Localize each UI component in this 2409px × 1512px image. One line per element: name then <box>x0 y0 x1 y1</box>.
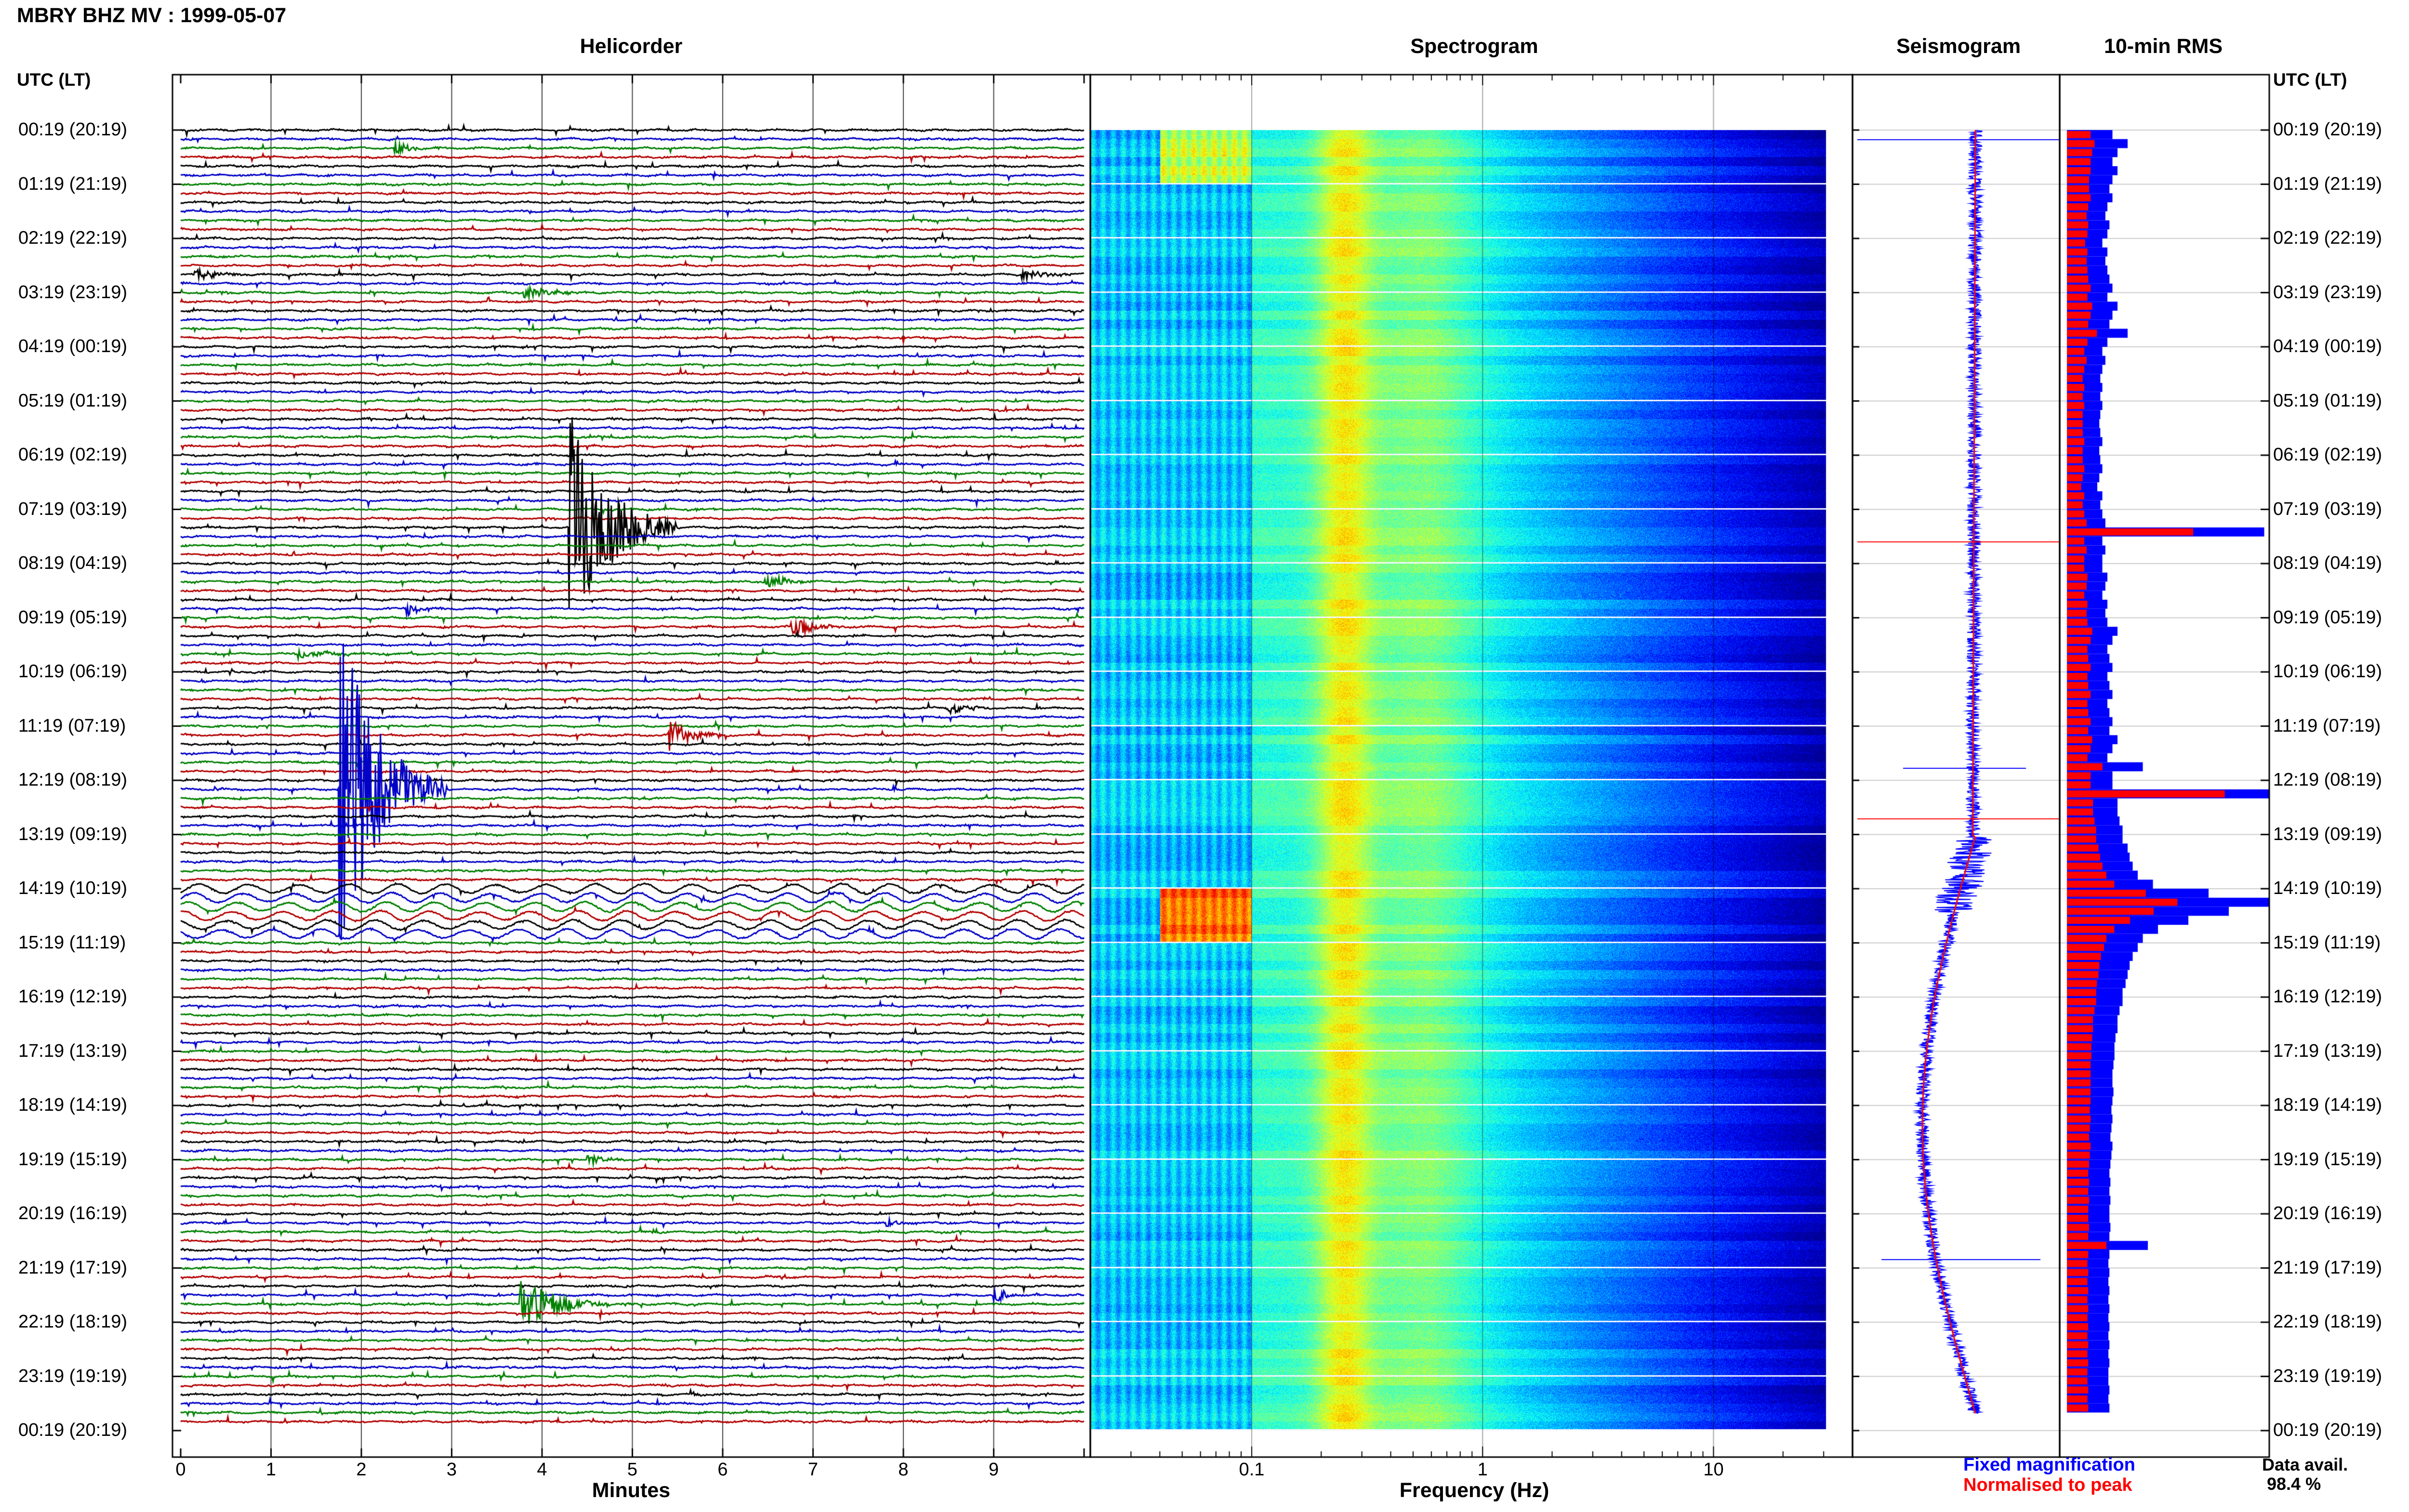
time-label-left: 20:19 (16:19) <box>18 1203 128 1223</box>
time-label-left: 05:19 (01:19) <box>18 390 128 411</box>
time-label-left: 06:19 (02:19) <box>18 445 128 465</box>
panel-title-helicorder: Helicorder <box>580 35 683 58</box>
time-label-left: 19:19 (15:19) <box>18 1149 128 1170</box>
time-label-left: 10:19 (06:19) <box>18 661 128 682</box>
time-label-left: 14:19 (10:19) <box>18 878 128 898</box>
time-label-right: 16:19 (12:19) <box>2273 986 2383 1007</box>
time-label-left: 00:19 (20:19) <box>18 119 128 140</box>
time-label-right: 00:19 (20:19) <box>2273 119 2383 140</box>
time-label-right: 17:19 (13:19) <box>2273 1040 2383 1061</box>
time-label-right: 18:19 (14:19) <box>2273 1095 2383 1115</box>
time-label-right: 01:19 (21:19) <box>2273 173 2383 194</box>
helicorder-tick-label: 8 <box>898 1459 909 1480</box>
helicorder-tick-label: 4 <box>537 1459 547 1480</box>
time-label-left: 21:19 (17:19) <box>18 1257 128 1278</box>
chart-title: MBRY BHZ MV : 1999-05-07 <box>17 4 287 27</box>
time-label-right: 22:19 (18:19) <box>2273 1312 2383 1332</box>
spectrogram-tick-label: 10 <box>1703 1459 1724 1480</box>
legend-fixed-magnification: Fixed magnification <box>1963 1455 2135 1475</box>
legend-normalised-to-peak: Normalised to peak <box>1963 1475 2132 1495</box>
time-label-right: 03:19 (23:19) <box>2273 282 2383 302</box>
helicorder-tick-label: 1 <box>265 1459 277 1480</box>
time-axis-header-left: UTC (LT) <box>17 70 91 90</box>
time-label-left: 17:19 (13:19) <box>18 1040 128 1061</box>
time-label-right: 06:19 (02:19) <box>2273 445 2383 465</box>
spectrogram-x-axis-label: Frequency (Hz) <box>1399 1479 1549 1502</box>
spectrogram-tick-label: 0.1 <box>1239 1459 1265 1480</box>
data-availability-value: 98.4 % <box>2267 1474 2321 1494</box>
helicorder-tick-label: 0 <box>175 1459 186 1480</box>
time-label-right: 04:19 (00:19) <box>2273 336 2383 356</box>
helicorder-tick-label: 7 <box>807 1459 819 1480</box>
time-axis-header-right: UTC (LT) <box>2273 70 2347 90</box>
time-label-right: 13:19 (09:19) <box>2273 824 2383 844</box>
time-label-left: 23:19 (19:19) <box>18 1366 128 1386</box>
data-availability-label: Data avail. <box>2262 1455 2348 1474</box>
helicorder-tick-label: 5 <box>627 1459 638 1480</box>
time-label-left: 12:19 (08:19) <box>18 770 128 790</box>
helicorder-tick-label: 6 <box>717 1459 728 1480</box>
panel-title-spectrogram: Spectrogram <box>1410 35 1538 58</box>
time-label-right: 09:19 (05:19) <box>2273 607 2383 628</box>
time-label-right: 21:19 (17:19) <box>2273 1257 2383 1278</box>
time-label-right: 20:19 (16:19) <box>2273 1203 2383 1223</box>
time-label-right: 07:19 (03:19) <box>2273 499 2383 519</box>
time-label-left: 13:19 (09:19) <box>18 824 128 844</box>
time-label-left: 18:19 (14:19) <box>18 1095 128 1115</box>
time-label-left: 01:19 (21:19) <box>18 173 128 194</box>
time-label-left: 16:19 (12:19) <box>18 986 128 1007</box>
time-label-left: 03:19 (23:19) <box>18 282 128 302</box>
helicorder-tick-label: 3 <box>446 1459 457 1480</box>
time-label-right: 08:19 (04:19) <box>2273 553 2383 573</box>
helicorder-tick-label: 2 <box>356 1459 367 1480</box>
time-label-left: 08:19 (04:19) <box>18 553 128 573</box>
time-label-right: 02:19 (22:19) <box>2273 228 2383 248</box>
time-label-left: 02:19 (22:19) <box>18 228 128 248</box>
helicorder-x-axis-label: Minutes <box>592 1479 671 1502</box>
time-label-left: 04:19 (00:19) <box>18 336 128 356</box>
time-label-left: 09:19 (05:19) <box>18 607 128 628</box>
time-label-left: 11:19 (07:19) <box>18 715 126 736</box>
time-label-right: 00:19 (20:19) <box>2273 1420 2383 1440</box>
panel-title-seismogram: Seismogram <box>1896 35 2021 58</box>
helicorder-tick-label: 9 <box>988 1459 999 1480</box>
time-label-left: 00:19 (20:19) <box>18 1420 128 1440</box>
panel-title-rms: 10-min RMS <box>2104 35 2223 58</box>
time-label-left: 15:19 (11:19) <box>18 932 126 953</box>
time-label-right: 10:19 (06:19) <box>2273 661 2383 682</box>
time-label-right: 12:19 (08:19) <box>2273 770 2383 790</box>
time-label-right: 05:19 (01:19) <box>2273 390 2383 411</box>
time-label-right: 15:19 (11:19) <box>2273 932 2381 953</box>
time-label-right: 23:19 (19:19) <box>2273 1366 2383 1386</box>
time-label-right: 19:19 (15:19) <box>2273 1149 2383 1170</box>
time-label-right: 14:19 (10:19) <box>2273 878 2383 898</box>
time-label-left: 07:19 (03:19) <box>18 499 128 519</box>
time-label-right: 11:19 (07:19) <box>2273 715 2381 736</box>
spectrogram-tick-label: 1 <box>1477 1459 1488 1480</box>
time-label-left: 22:19 (18:19) <box>18 1312 128 1332</box>
